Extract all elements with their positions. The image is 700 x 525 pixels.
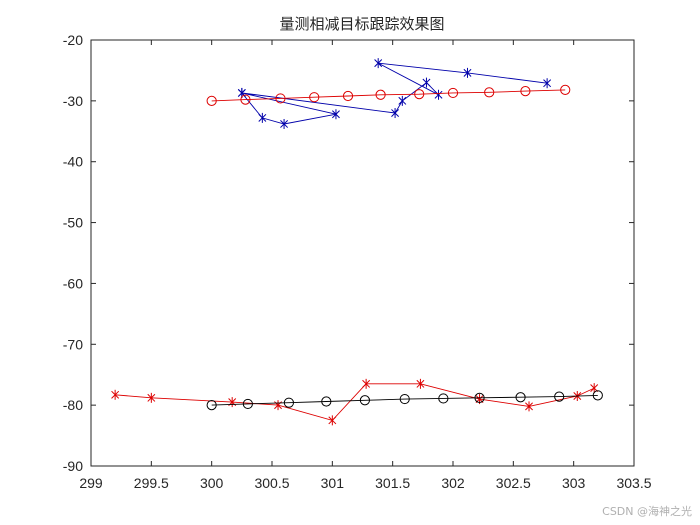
data-point-circle <box>438 393 449 404</box>
series-line <box>211 394 598 406</box>
data-point-circle <box>414 89 425 100</box>
data-point-circle <box>242 398 253 410</box>
data-point-circle <box>240 94 251 105</box>
chart-title: 量测相减目标跟踪效果图 <box>279 15 444 33</box>
y-tick-label: -70 <box>63 336 83 352</box>
data-point-star <box>258 112 267 123</box>
series-line <box>241 62 548 125</box>
data-point-circle <box>484 87 495 98</box>
data-point-star <box>111 389 120 400</box>
data-point-circle <box>375 89 386 100</box>
y-tick-label: -60 <box>63 275 83 291</box>
data-point-circle <box>554 391 565 402</box>
data-point-circle <box>474 392 485 403</box>
data-point-star <box>398 95 407 106</box>
data-point-circle <box>342 90 354 102</box>
x-tick-label: 299.5 <box>134 475 169 491</box>
data-point-star <box>374 58 383 69</box>
data-point-circle <box>592 390 603 401</box>
data-point-star <box>422 77 431 88</box>
x-tick-label: 302 <box>441 475 465 491</box>
data-point-circle <box>515 392 526 403</box>
data-point-star <box>416 378 425 389</box>
watermark-text: CSDN @海神之光 <box>602 505 692 518</box>
data-point-star <box>147 392 156 403</box>
series-layer <box>111 58 603 426</box>
x-tick-label: 303 <box>562 475 586 491</box>
data-point-star <box>280 118 289 129</box>
y-tick-label: -40 <box>63 154 83 170</box>
data-point-star <box>434 89 443 100</box>
data-point-circle <box>309 92 320 103</box>
x-tick-label: 300 <box>200 475 224 491</box>
x-tick-label: 301.5 <box>375 475 410 491</box>
data-point-circle <box>399 393 410 405</box>
data-point-star <box>391 108 400 119</box>
data-point-star <box>331 109 340 120</box>
x-tick-label: 303.5 <box>616 475 651 491</box>
series-3 <box>206 390 603 411</box>
y-tick-label: -50 <box>63 215 83 231</box>
x-tick-label: 299 <box>79 475 103 491</box>
data-point-circle <box>275 93 286 104</box>
x-tick-label: 301 <box>321 475 345 491</box>
data-point-circle <box>283 397 294 408</box>
series-line <box>211 89 566 102</box>
data-point-circle <box>321 396 332 407</box>
series-1 <box>206 84 571 106</box>
data-point-circle <box>206 400 217 411</box>
data-point-circle <box>206 95 217 106</box>
data-point-circle <box>520 86 531 97</box>
y-tick-label: -80 <box>63 397 83 413</box>
data-point-star <box>463 67 472 78</box>
y-tick-label: -90 <box>63 458 83 474</box>
axis-ticks: 299 299.5 300 300.5 301 301.5 302 302.5 303 303.5… <box>63 32 652 491</box>
data-point-star <box>525 401 533 412</box>
x-tick-label: 300.5 <box>254 475 289 491</box>
series-0 <box>237 58 552 129</box>
data-point-star <box>362 378 371 389</box>
x-tick-label: 302.5 <box>496 475 531 491</box>
plot-area <box>90 39 635 467</box>
data-point-circle <box>447 87 459 99</box>
data-point-circle <box>560 84 571 96</box>
series-2 <box>111 378 599 426</box>
data-point-circle <box>359 395 371 406</box>
data-point-star <box>543 78 552 89</box>
data-point-star <box>328 415 337 426</box>
y-tick-label: -30 <box>63 93 83 109</box>
y-tick-label: -20 <box>63 32 83 48</box>
